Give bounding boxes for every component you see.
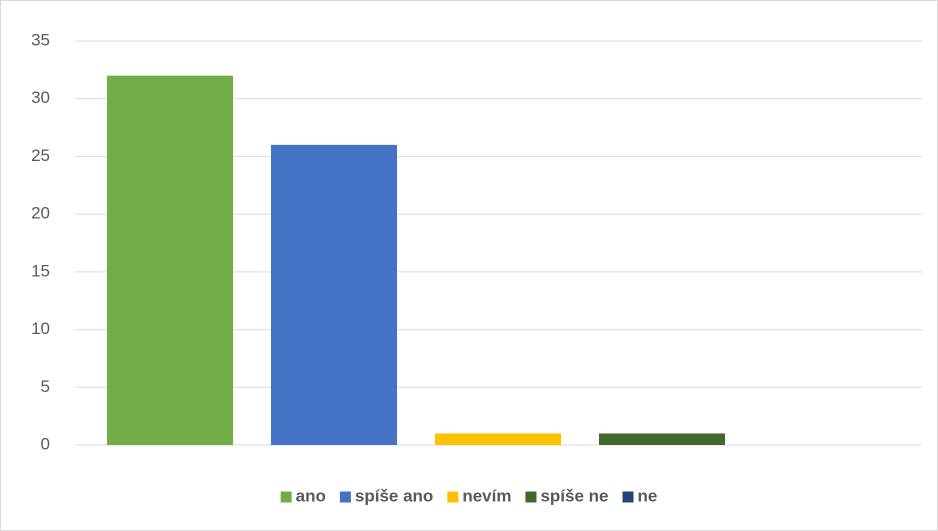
legend-swatch xyxy=(622,491,634,503)
y-tick-label: 30 xyxy=(31,88,50,107)
legend-swatch xyxy=(447,491,459,503)
legend-swatch xyxy=(280,491,292,503)
y-tick-label: 20 xyxy=(31,204,50,223)
legend-swatch xyxy=(525,491,537,503)
bar xyxy=(107,75,233,445)
y-tick-label: 5 xyxy=(41,377,50,396)
y-tick-label: 35 xyxy=(31,30,50,49)
legend-label: nevím xyxy=(462,486,511,505)
y-tick-label: 0 xyxy=(41,434,50,453)
y-tick-label: 10 xyxy=(31,319,50,338)
legend-label: spíše ano xyxy=(355,486,433,505)
bar xyxy=(435,433,561,445)
y-tick-label: 25 xyxy=(31,146,50,165)
legend-label: ne xyxy=(638,486,658,505)
legend-label: ano xyxy=(296,486,326,505)
bar xyxy=(271,144,397,445)
bar xyxy=(599,433,725,445)
legend-label: spíše ne xyxy=(540,486,608,505)
y-tick-label: 15 xyxy=(31,261,50,280)
legend-swatch xyxy=(339,491,351,503)
